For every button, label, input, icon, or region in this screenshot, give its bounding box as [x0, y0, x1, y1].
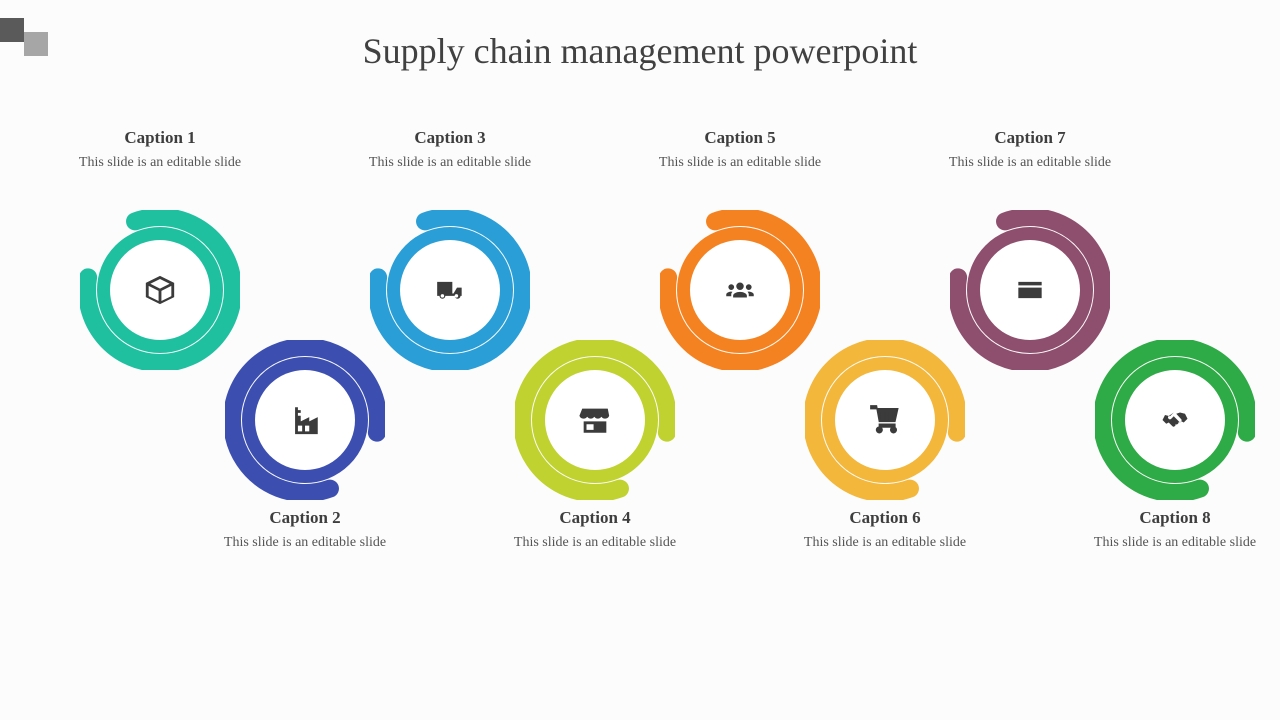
card-icon	[1009, 269, 1051, 311]
slide-title: Supply chain management powerpoint	[0, 30, 1280, 72]
truck-icon	[429, 269, 471, 311]
caption-block-6: Caption 6 This slide is an editable slid…	[795, 508, 975, 553]
chain-node-6	[805, 340, 965, 500]
caption-title-1: Caption 1	[70, 128, 250, 148]
caption-sub-3: This slide is an editable slide	[360, 154, 540, 173]
caption-title-8: Caption 8	[1085, 508, 1265, 528]
chain-node-1	[80, 210, 240, 370]
chain-node-8	[1095, 340, 1255, 500]
caption-block-1: Caption 1 This slide is an editable slid…	[70, 128, 250, 173]
cart-icon	[864, 399, 906, 441]
box-icon	[139, 269, 181, 311]
caption-title-6: Caption 6	[795, 508, 975, 528]
caption-block-5: Caption 5 This slide is an editable slid…	[650, 128, 830, 173]
factory-icon	[284, 399, 326, 441]
chain-node-4	[515, 340, 675, 500]
caption-block-8: Caption 8 This slide is an editable slid…	[1085, 508, 1265, 553]
caption-block-3: Caption 3 This slide is an editable slid…	[360, 128, 540, 173]
caption-title-2: Caption 2	[215, 508, 395, 528]
chain-node-3	[370, 210, 530, 370]
caption-title-4: Caption 4	[505, 508, 685, 528]
caption-title-3: Caption 3	[360, 128, 540, 148]
caption-title-5: Caption 5	[650, 128, 830, 148]
caption-sub-7: This slide is an editable slide	[940, 154, 1120, 173]
caption-sub-4: This slide is an editable slide	[505, 534, 685, 553]
caption-block-2: Caption 2 This slide is an editable slid…	[215, 508, 395, 553]
chain-node-7	[950, 210, 1110, 370]
caption-sub-2: This slide is an editable slide	[215, 534, 395, 553]
chain-node-5	[660, 210, 820, 370]
chain-node-2	[225, 340, 385, 500]
caption-sub-8: This slide is an editable slide	[1085, 534, 1265, 553]
caption-sub-5: This slide is an editable slide	[650, 154, 830, 173]
people-icon	[719, 269, 761, 311]
caption-block-4: Caption 4 This slide is an editable slid…	[505, 508, 685, 553]
diagram-stage: Caption 1 This slide is an editable slid…	[0, 100, 1280, 660]
caption-title-7: Caption 7	[940, 128, 1120, 148]
store-icon	[574, 399, 616, 441]
caption-sub-6: This slide is an editable slide	[795, 534, 975, 553]
caption-sub-1: This slide is an editable slide	[70, 154, 250, 173]
handshake-icon	[1154, 399, 1196, 441]
caption-block-7: Caption 7 This slide is an editable slid…	[940, 128, 1120, 173]
